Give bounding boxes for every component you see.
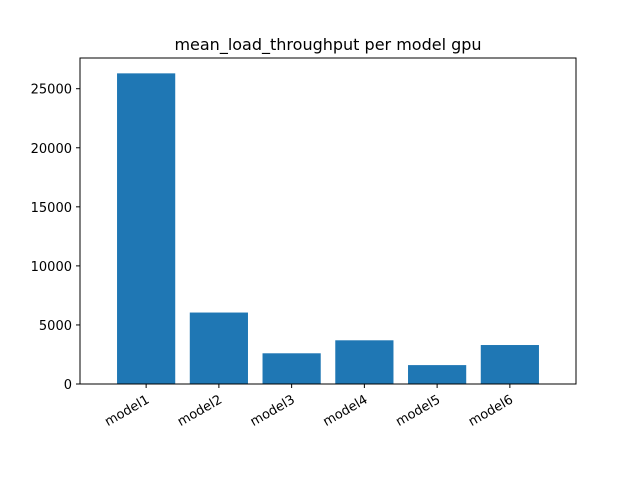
y-tick-label: 0 bbox=[64, 378, 72, 393]
bar-model6 bbox=[480, 345, 539, 384]
bar-model4 bbox=[335, 340, 394, 384]
bar-model5 bbox=[408, 365, 467, 384]
bars-group bbox=[117, 73, 539, 384]
x-tick-label: model1 bbox=[102, 392, 152, 429]
bar-model1 bbox=[117, 73, 176, 384]
bar-model2 bbox=[189, 312, 248, 384]
x-tick-label: model4 bbox=[321, 392, 371, 429]
chart-title: mean_load_throughput per model gpu bbox=[174, 35, 481, 55]
y-tick-label: 20000 bbox=[31, 142, 72, 157]
plot-frame bbox=[79, 57, 577, 385]
x-tick-label: model6 bbox=[466, 392, 516, 429]
y-axis: 0 5000 10000 15000 20000 25000 bbox=[31, 83, 80, 393]
y-tick-label: 15000 bbox=[31, 201, 72, 216]
y-tick-label: 5000 bbox=[39, 319, 72, 334]
x-axis: model1 model2 model3 model4 model5 model6 bbox=[102, 384, 516, 430]
y-tick-label: 10000 bbox=[31, 260, 72, 275]
x-tick-label: model2 bbox=[175, 392, 225, 429]
bar-model3 bbox=[262, 353, 321, 384]
x-tick-label: model3 bbox=[248, 392, 298, 429]
x-tick-label: model5 bbox=[393, 392, 443, 429]
y-tick-label: 25000 bbox=[31, 83, 72, 98]
